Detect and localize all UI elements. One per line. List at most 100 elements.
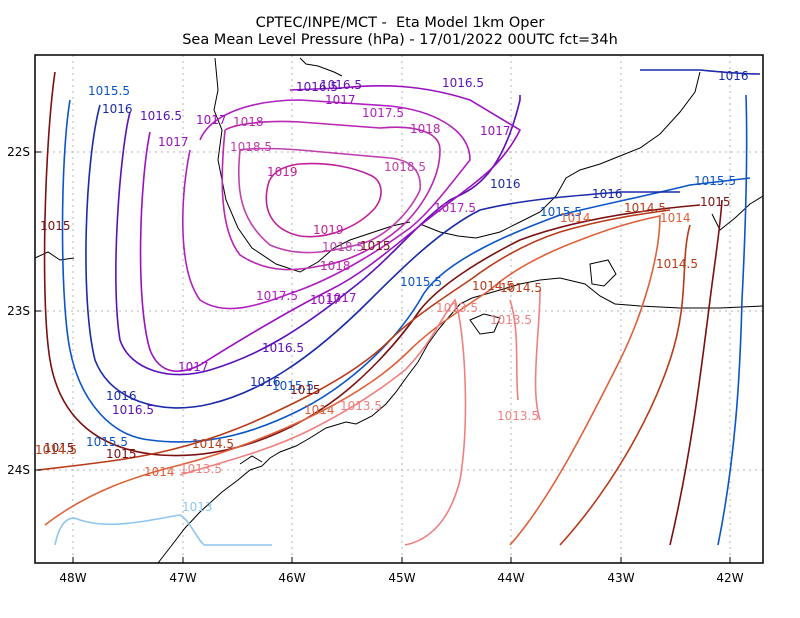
isobar-label: 1015 <box>700 195 731 209</box>
isobar-label: 1014.5 <box>35 443 77 457</box>
isobar-label: 1015.5 <box>400 275 442 289</box>
y-tick-label: 24S <box>7 463 30 477</box>
isobar-label: 1013.5 <box>340 399 382 413</box>
isobar-label: 1017.5 <box>434 201 476 215</box>
x-tick-label: 47W <box>169 571 196 585</box>
isobar-label: 1018.5 <box>384 160 426 174</box>
isobar-label: 1015 <box>44 441 75 455</box>
isobar-label: 1017 <box>310 293 341 307</box>
isobar-label: 1014 <box>660 211 691 225</box>
isobar-label: 1014.5 <box>624 201 666 215</box>
isobar-1013-a <box>54 514 272 546</box>
isobar-label: 1018.5 <box>230 140 272 154</box>
isobar-1016-b <box>640 69 761 75</box>
x-tick-label: 46W <box>278 571 305 585</box>
isobar-1018.5-a <box>237 147 421 254</box>
isobar-1018-a <box>221 120 441 271</box>
isobar-1014.5-b <box>559 224 691 546</box>
isobar-label: 1016 <box>106 389 137 403</box>
isobar-1015-b <box>669 199 723 546</box>
axis-ticks: 48W 47W 46W 45W 44W 43W 42W 22S 23S 24S <box>7 145 744 585</box>
isobar-1019-a <box>265 162 382 238</box>
isobar-label: 1015.5 <box>694 174 736 188</box>
coastline <box>34 57 764 564</box>
coastline-north <box>419 71 701 239</box>
isobar-label: 1016.5 <box>112 403 154 417</box>
isobar-label: 1014 <box>144 465 175 479</box>
isobar-label: 1017 <box>196 113 227 127</box>
y-tick-label: 23S <box>7 304 30 318</box>
isobar-1014-b <box>509 214 661 546</box>
isobar-1015.5-a <box>61 99 751 443</box>
isobar-label: 1018 <box>410 122 441 136</box>
isobar-label: 1013.5 <box>436 301 478 315</box>
isobars <box>37 69 761 546</box>
coastline-west <box>34 251 75 261</box>
isobar-label: 1013.5 <box>490 313 532 327</box>
isobar-1014.5-a <box>37 209 671 471</box>
isobar-1015.5-b <box>717 94 748 546</box>
isobar-label: 1017 <box>480 124 511 138</box>
isobar-1013.5-b <box>509 289 541 421</box>
x-tick-label: 43W <box>607 571 634 585</box>
coastline-rj <box>471 277 764 309</box>
x-tick-label: 45W <box>388 571 415 585</box>
isobar-label: 1016 <box>718 69 749 83</box>
coastline-es <box>711 195 764 231</box>
x-tick-label: 48W <box>59 571 86 585</box>
y-tick-label: 22S <box>7 145 30 159</box>
isobar-label: 1017 <box>178 360 209 374</box>
coastline-sp <box>157 297 473 564</box>
isobar-1017-a <box>139 84 522 372</box>
isobar-label: 1017 <box>325 93 356 107</box>
isobar-label: 1014.5 <box>500 281 542 295</box>
isobar-1013.5-a <box>179 298 467 546</box>
chart-subtitle: Sea Mean Level Pressure (hPa) - 17/01/20… <box>182 32 618 48</box>
isobar-label: 1016.5 <box>320 78 362 92</box>
isobar-label: 1016 <box>250 375 281 389</box>
isobar-label: 1017 <box>326 291 357 305</box>
isobar-label: 1018 <box>233 115 264 129</box>
isobar-label: 1016.5 <box>296 80 338 94</box>
isobar-label: 1015.5 <box>86 435 128 449</box>
coastline-small <box>239 455 263 465</box>
x-tick-label: 44W <box>497 571 524 585</box>
isobar-label: 1019 <box>267 165 298 179</box>
isobar-1016-a <box>85 104 680 409</box>
isobar-label: 1017 <box>158 135 189 149</box>
isobar-label: 1017.5 <box>256 289 298 303</box>
isobar-label: 1015 <box>40 219 71 233</box>
isobar-label: 1013.5 <box>497 409 539 423</box>
coastline-bay <box>469 313 501 335</box>
x-tick-label: 42W <box>716 571 743 585</box>
chart-title: CPTEC/INPE/MCT - Eta Model 1km Oper <box>256 15 545 31</box>
map-frame <box>34 54 764 564</box>
isobar-label: 1014.5 <box>192 437 234 451</box>
isobar-label: 1016.5 <box>442 76 484 90</box>
isobar-label: 1018 <box>320 259 351 273</box>
coastline-inland <box>299 57 343 77</box>
isobar-label: 1015 <box>106 447 137 461</box>
isobar-label: 1014.5 <box>656 257 698 271</box>
isobar-label: 1015.5 <box>540 205 582 219</box>
isobar-label: 1013.5 <box>180 462 222 476</box>
isobar-label: 1014 <box>560 211 591 225</box>
isobar-label: 1015.5 <box>88 84 130 98</box>
isobar-label: 1016.5 <box>262 341 304 355</box>
isobar-label: 1014 <box>304 403 335 417</box>
isobar-label: 1016 <box>490 177 521 191</box>
isobar-1014-a <box>44 215 661 526</box>
isobar-label: 1016.5 <box>140 109 182 123</box>
isobar-label: 1016 <box>592 187 623 201</box>
coastline-island <box>589 259 617 287</box>
isobar-label: 1019 <box>313 223 344 237</box>
isobar-label: 1018.5 <box>322 240 364 254</box>
isobar-label: 1015 <box>360 239 391 253</box>
isobar-label: 1017.5 <box>362 106 404 120</box>
lat-lon-grid <box>35 55 763 563</box>
isobar-label: 1015.5 <box>272 379 314 393</box>
isobar-label: 1015 <box>290 383 321 397</box>
isobar-1017.5-a <box>182 99 471 310</box>
